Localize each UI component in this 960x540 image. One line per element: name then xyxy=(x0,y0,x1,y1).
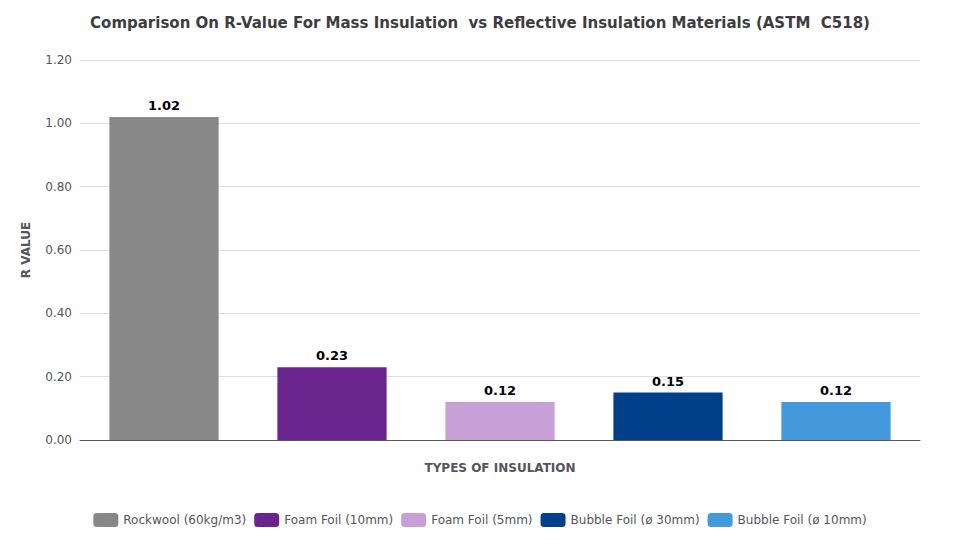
svg-text:0.00: 0.00 xyxy=(45,433,72,447)
svg-text:0.23: 0.23 xyxy=(316,348,348,363)
svg-text:0.12: 0.12 xyxy=(820,383,852,398)
svg-text:0.40: 0.40 xyxy=(45,306,72,320)
svg-text:0.12: 0.12 xyxy=(484,383,516,398)
svg-text:1.02: 1.02 xyxy=(148,98,180,113)
svg-text:Rockwool (60kg/m3): Rockwool (60kg/m3) xyxy=(123,513,246,527)
svg-text:1.20: 1.20 xyxy=(45,53,72,67)
svg-text:Bubble Foil (ø 30mm): Bubble Foil (ø 30mm) xyxy=(571,513,700,527)
svg-text:TYPES OF INSULATION: TYPES OF INSULATION xyxy=(424,461,575,475)
svg-text:0.80: 0.80 xyxy=(45,180,72,194)
svg-text:R VALUE: R VALUE xyxy=(19,222,33,278)
svg-text:1.00: 1.00 xyxy=(45,116,72,130)
svg-text:0.15: 0.15 xyxy=(652,374,684,389)
svg-text:Bubble Foil (ø 10mm): Bubble Foil (ø 10mm) xyxy=(738,513,867,527)
svg-text:Comparison On R-Value For Mass: Comparison On R-Value For Mass Insulatio… xyxy=(90,14,870,32)
svg-text:0.20: 0.20 xyxy=(45,370,72,384)
svg-text:Foam Foil (5mm): Foam Foil (5mm) xyxy=(431,513,532,527)
svg-text:0.60: 0.60 xyxy=(45,243,72,257)
svg-text:Foam Foil (10mm): Foam Foil (10mm) xyxy=(284,513,393,527)
